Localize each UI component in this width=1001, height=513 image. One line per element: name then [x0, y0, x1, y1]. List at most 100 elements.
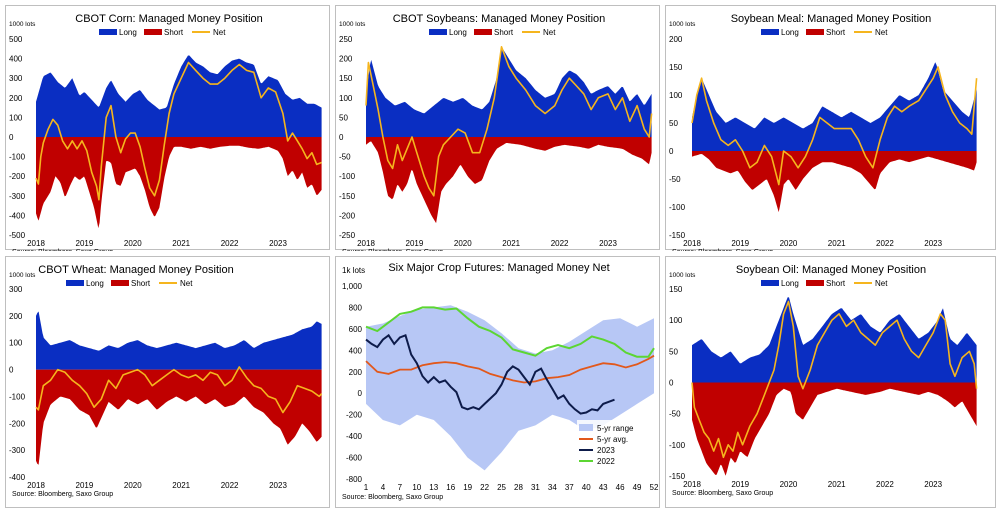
six-xtick: 43	[599, 483, 608, 492]
meal-legend-long-swatch	[761, 29, 779, 35]
six-ytick: -400	[346, 432, 363, 441]
oil-xtick: 2023	[924, 480, 942, 489]
corn-ytick: 0	[9, 133, 14, 142]
wheat-unit-label: 1000 lots	[9, 272, 36, 279]
meal-unit-label: 1000 lots	[669, 21, 696, 28]
corn-ytick: 500	[9, 35, 23, 44]
oil-legend-short-label: Short	[826, 279, 846, 288]
six-xtick: 49	[633, 483, 642, 492]
oil-net-line	[691, 300, 978, 459]
corn-net-line	[35, 61, 322, 201]
six-2023-line	[365, 333, 615, 415]
meal-legend-net-label: Net	[875, 28, 888, 37]
meal-xtick: 2021	[828, 239, 846, 248]
chart-soybean-oil: Soybean Oil: Managed Money Position 1000 …	[669, 264, 978, 497]
six-xtick: 10	[412, 483, 421, 492]
panel-corn: CBOT Corn: Managed Money Position 1000 lo…	[5, 5, 330, 251]
corn-legend-long-swatch	[99, 29, 117, 35]
corn-legend-short-swatch	[144, 29, 162, 35]
panel-six-crops: Six Major Crop Futures: Managed Money Ne…	[335, 256, 660, 508]
oil-long-area	[692, 297, 977, 383]
meal-ytick: -150	[669, 231, 686, 240]
panel-soybean-oil: Soybean Oil: Managed Money Position 1000 …	[665, 256, 996, 508]
six-title: Six Major Crop Futures: Managed Money Ne…	[388, 262, 609, 274]
meal-xtick: 2020	[780, 239, 798, 248]
wheat-source: Source: Bloomberg, Saxo Group	[12, 491, 113, 498]
six-ytick: 1,000	[342, 282, 363, 291]
corn-xtick: 2021	[172, 239, 190, 248]
six-ytick: 800	[349, 303, 363, 312]
meal-ytick: 100	[669, 91, 683, 100]
soybeans-xtick: 2021	[502, 239, 520, 248]
meal-ytick: 0	[669, 147, 674, 156]
panel-wheat: CBOT Wheat: Managed Money Position 1000 l…	[5, 256, 330, 508]
oil-ytick: 0	[669, 379, 674, 388]
chart-corn: CBOT Corn: Managed Money Position 1000 lo…	[9, 13, 322, 251]
six-xtick: 7	[398, 483, 403, 492]
wheat-long-area	[36, 311, 322, 370]
corn-xtick: 2022	[221, 239, 239, 248]
wheat-ytick: -100	[9, 392, 26, 401]
six-xtick: 31	[531, 483, 540, 492]
corn-ytick: -200	[9, 172, 26, 181]
six-ytick: 200	[349, 368, 363, 377]
corn-legend-short-label: Short	[164, 28, 184, 37]
chart-soybeans: CBOT Soybeans: Managed Money Position 100…	[339, 13, 653, 251]
six-xtick: 28	[514, 483, 523, 492]
soybeans-legend-short-swatch	[474, 29, 492, 35]
oil-xtick: 2018	[683, 480, 701, 489]
corn-legend-net-label: Net	[213, 28, 226, 37]
soybeans-source: Source: Bloomberg, Saxo Group	[342, 249, 443, 251]
wheat-xtick: 2021	[172, 481, 190, 490]
soybeans-ytick: 250	[339, 35, 353, 44]
soybeans-xtick: 2022	[551, 239, 569, 248]
six-ytick: 400	[349, 346, 363, 355]
soybeans-legend-long-swatch	[429, 29, 447, 35]
meal-xtick: 2018	[683, 239, 701, 248]
wheat-xtick: 2020	[124, 481, 142, 490]
corn-ytick: -500	[9, 231, 26, 240]
soybeans-xtick: 2020	[454, 239, 472, 248]
six-ytick: -200	[346, 411, 363, 420]
six-legend-label: 2023	[597, 446, 615, 455]
corn-xtick: 2020	[124, 239, 142, 248]
corn-xtick: 2018	[27, 239, 45, 248]
oil-unit-label: 1000 lots	[669, 272, 696, 279]
six-range-band	[366, 305, 654, 471]
six-xtick: 25	[497, 483, 506, 492]
meal-legend-short-swatch	[806, 29, 824, 35]
soybeans-ytick: 0	[339, 133, 344, 142]
six-xtick: 46	[616, 483, 625, 492]
soybeans-ytick: -100	[339, 172, 356, 181]
six-xtick: 4	[381, 483, 386, 492]
soybeans-unit-label: 1000 lots	[339, 21, 366, 28]
corn-source: Source: Bloomberg, Saxo Group	[12, 249, 113, 251]
wheat-legend-long-label: Long	[86, 279, 104, 288]
panel-soybeans: CBOT Soybeans: Managed Money Position 100…	[335, 5, 660, 251]
six-xtick: 13	[429, 483, 438, 492]
meal-long-area	[692, 62, 977, 151]
six-ytick: -800	[346, 475, 363, 484]
six-legend-label: 2022	[597, 457, 615, 466]
wheat-ytick: 200	[9, 312, 23, 321]
wheat-xtick: 2019	[76, 481, 94, 490]
oil-ytick: -50	[669, 410, 681, 419]
meal-ytick: 50	[669, 119, 678, 128]
oil-xtick: 2019	[731, 480, 749, 489]
wheat-ytick: -400	[9, 473, 26, 482]
meal-ytick: 200	[669, 35, 683, 44]
corn-ytick: -400	[9, 211, 26, 220]
soybeans-net-line	[365, 46, 653, 197]
corn-ytick: -300	[9, 192, 26, 201]
soybeans-short-area	[366, 137, 652, 224]
wheat-ytick: -200	[9, 419, 26, 428]
corn-long-area	[36, 55, 322, 137]
oil-xtick: 2022	[876, 480, 894, 489]
wheat-net-line	[35, 366, 323, 414]
wheat-xtick: 2023	[269, 481, 287, 490]
oil-xtick: 2021	[828, 480, 846, 489]
corn-title: CBOT Corn: Managed Money Position	[75, 13, 263, 25]
meal-xtick: 2022	[876, 239, 894, 248]
six-xtick: 16	[446, 483, 455, 492]
six-ytick: 600	[349, 325, 363, 334]
